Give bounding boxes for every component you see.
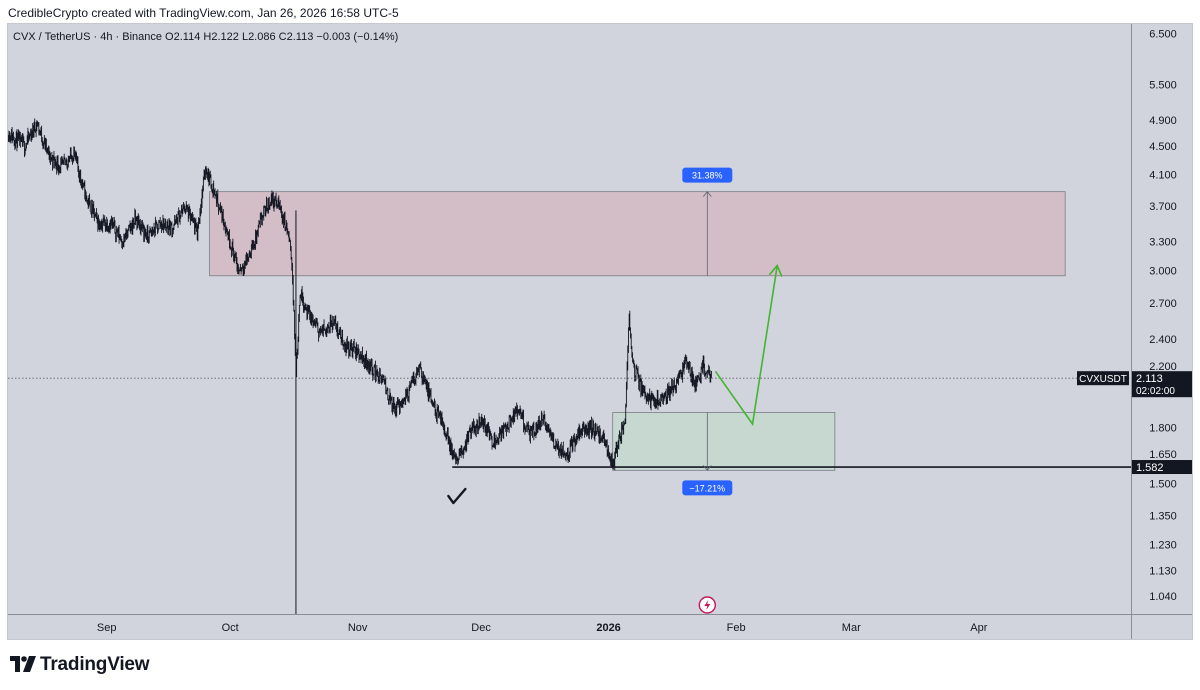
tradingview-logo-icon xyxy=(10,656,36,672)
current-price-tag[interactable] xyxy=(1132,371,1192,398)
time-tick-label: Dec xyxy=(471,622,491,634)
time-tick-label: Apr xyxy=(970,622,987,634)
ohlc-legend: CVX / TetherUS · 4h · Binance O2.114 H2.… xyxy=(13,31,398,43)
measure-arrowhead xyxy=(702,465,712,471)
measure-label: −17.21% xyxy=(689,483,725,493)
price-chart[interactable]: 31.38% −17.21% 6.500 5.500 4.900 4.500 4.100 3.… xyxy=(8,24,1192,639)
support-level-value: 1.582 xyxy=(1136,462,1164,474)
measure-arrowhead xyxy=(702,191,712,197)
attribution-text: CredibleCrypto created with TradingView.… xyxy=(8,6,399,20)
time-tick-label: 2026 xyxy=(596,622,620,634)
price-tick-label: 2.200 xyxy=(1149,361,1177,373)
price-tick-label: 1.230 xyxy=(1149,539,1177,551)
price-tick-label: 3.300 xyxy=(1149,236,1177,248)
price-tick-label: 2.400 xyxy=(1149,334,1177,346)
price-tick-label: 1.350 xyxy=(1149,511,1177,523)
price-tick-label: 1.800 xyxy=(1149,422,1177,434)
price-tick-label: 4.100 xyxy=(1149,170,1177,182)
price-tick-label: 3.700 xyxy=(1149,201,1177,213)
symbol-tag[interactable] xyxy=(1077,371,1129,386)
checkmark-icon xyxy=(447,487,467,505)
price-tick-label: 4.900 xyxy=(1149,115,1177,127)
price-tick-label: 1.500 xyxy=(1149,478,1177,490)
measure-badge[interactable] xyxy=(682,480,733,496)
price-tick-label: 1.650 xyxy=(1149,449,1177,461)
chart-frame[interactable]: 31.38% −17.21% 6.500 5.500 4.900 4.500 4.100 3.… xyxy=(7,23,1193,640)
time-tick-label: Sep xyxy=(97,622,117,634)
measure-label: 31.38% xyxy=(692,171,723,181)
lightning-icon xyxy=(704,600,711,610)
projection-arrowhead xyxy=(768,264,783,277)
price-tick-label: 3.000 xyxy=(1149,266,1177,278)
attribution-bar: CredibleCrypto created with TradingView.… xyxy=(0,0,1200,24)
price-tick-label: 5.500 xyxy=(1149,80,1177,92)
resistance-zone[interactable] xyxy=(209,191,1066,277)
time-tick-label: Nov xyxy=(348,622,368,634)
tradingview-brand: TradingView xyxy=(40,654,150,675)
symbol-tag-label: CVXUSDT xyxy=(1079,374,1127,385)
current-price-value: 2.113 xyxy=(1136,373,1163,385)
time-tick-label: Mar xyxy=(842,622,861,634)
price-axis[interactable] xyxy=(1131,24,1192,639)
price-tick-label: 2.700 xyxy=(1149,298,1177,310)
support-zone[interactable] xyxy=(612,412,836,471)
price-tick-label: 4.500 xyxy=(1149,141,1177,153)
measure-badge[interactable] xyxy=(682,167,733,183)
price-tick-label: 6.500 xyxy=(1149,28,1177,40)
support-level-tag[interactable] xyxy=(1132,460,1192,475)
time-tick-label: Oct xyxy=(222,622,239,634)
footer xyxy=(0,640,1200,690)
price-tick-label: 1.130 xyxy=(1149,565,1177,577)
price-tick-label: 1.040 xyxy=(1149,591,1177,603)
bar-countdown: 02:02:00 xyxy=(1136,386,1175,397)
time-tick-label: Feb xyxy=(727,622,746,634)
projection-arrow[interactable] xyxy=(714,265,779,427)
